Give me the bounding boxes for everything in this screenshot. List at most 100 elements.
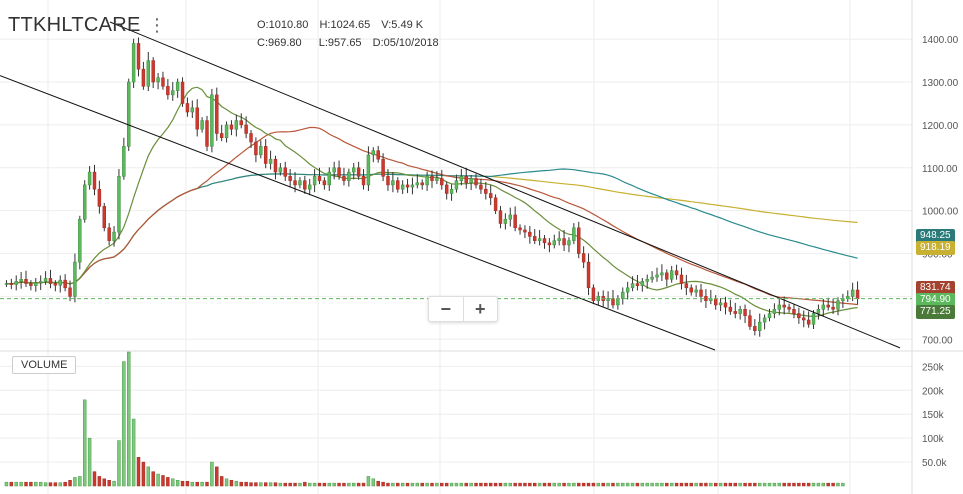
candle-body [479,184,483,190]
volume-bar [224,478,229,487]
candle-body [29,283,33,286]
volume-bar [640,482,645,487]
candle-body [694,289,698,293]
candle-body [24,279,28,284]
volume-bar [630,482,635,487]
candle-body [493,197,498,211]
candle-body [440,178,444,186]
volume-bar [533,482,537,487]
volume-tick-label: 150k [922,410,945,421]
volume-bar [347,482,351,487]
candle-body [415,182,420,186]
volume-bar [97,476,102,487]
trendline-upper [109,21,901,349]
volume-bar [498,482,503,487]
candle-body [141,68,146,87]
candle-body [352,167,356,173]
volume-bar [625,482,630,487]
volume-bar [58,482,62,487]
volume-bar [19,481,23,487]
candle-body [758,321,762,331]
candle-body [175,81,180,91]
volume-bar [733,482,737,487]
candle-body [195,107,199,130]
candle-body [733,311,737,314]
volume-bar [78,476,82,487]
candle-body [728,306,733,312]
symbol-title: TTKHLTCARE [8,14,141,36]
volume-bar [259,482,263,487]
candle-body [229,124,234,130]
candle-body [87,171,92,186]
volume-bar [488,482,493,487]
volume-bar [650,482,654,487]
zoom-out-button[interactable]: − [429,297,464,321]
candle-body [239,120,243,126]
candle-body [205,120,209,147]
price-tag-ma-long: 918.19 [916,241,955,255]
candle-body [151,60,155,83]
volume-bar [92,471,97,487]
volume-bar [234,480,239,487]
volume-bar [273,482,278,487]
candle-body [268,158,273,164]
volume-bar [816,482,821,487]
volume-bar [528,482,532,487]
volume-bar [748,482,752,487]
candle-body [743,309,747,316]
candle-body [43,278,48,282]
zoom-in-button[interactable]: + [474,299,486,319]
volume-bar [469,482,473,487]
candle-body [753,326,757,331]
volume-bar [141,461,146,487]
volume-bar [508,482,512,487]
volume-bar [244,481,248,487]
candle-body [68,287,72,297]
volume-bar [131,418,136,487]
volume-bar [669,482,674,487]
candle-body [215,94,219,134]
candle-body [621,291,625,299]
candle-body [806,319,811,325]
volume-bar [562,482,566,487]
volume-bar [180,480,185,487]
volume-tick-label: 250k [922,362,945,373]
candle-body [679,274,684,284]
volume-bar [366,476,371,487]
volume-bar [709,482,713,487]
volume-bar [474,482,478,487]
volume-bar [616,482,620,487]
candle-body [136,43,141,70]
volume-bar [127,351,131,487]
volume-bar [352,482,356,487]
candle-body [102,206,106,229]
candle-body [263,146,268,164]
candle-body [581,253,586,263]
candle-body [322,180,327,186]
volume-bar [29,481,33,487]
candle-body [797,313,801,319]
candle-body [850,289,855,297]
volume-bar [841,482,845,487]
price-tick-label: 1100.00 [922,164,958,175]
candle-body [342,176,346,181]
volume-bar [440,482,444,487]
volume-bar [606,482,610,487]
candle-body [361,176,366,186]
candle-body [606,298,610,301]
more-options-icon[interactable]: ⋮ [148,15,166,35]
candle-body [635,283,640,286]
volume-bar [674,482,679,487]
candle-body [513,214,517,229]
zoom-controls: − + [428,296,498,322]
volume-tick-label: 200k [922,386,945,397]
price-tick-label: 1200.00 [922,121,959,132]
candle-body [273,158,278,173]
volume-bar [493,482,498,487]
candle-body [166,86,170,96]
volume-bar [14,481,18,487]
candle-body [459,176,464,181]
volume-bar [758,482,762,487]
candle-body [577,227,581,254]
